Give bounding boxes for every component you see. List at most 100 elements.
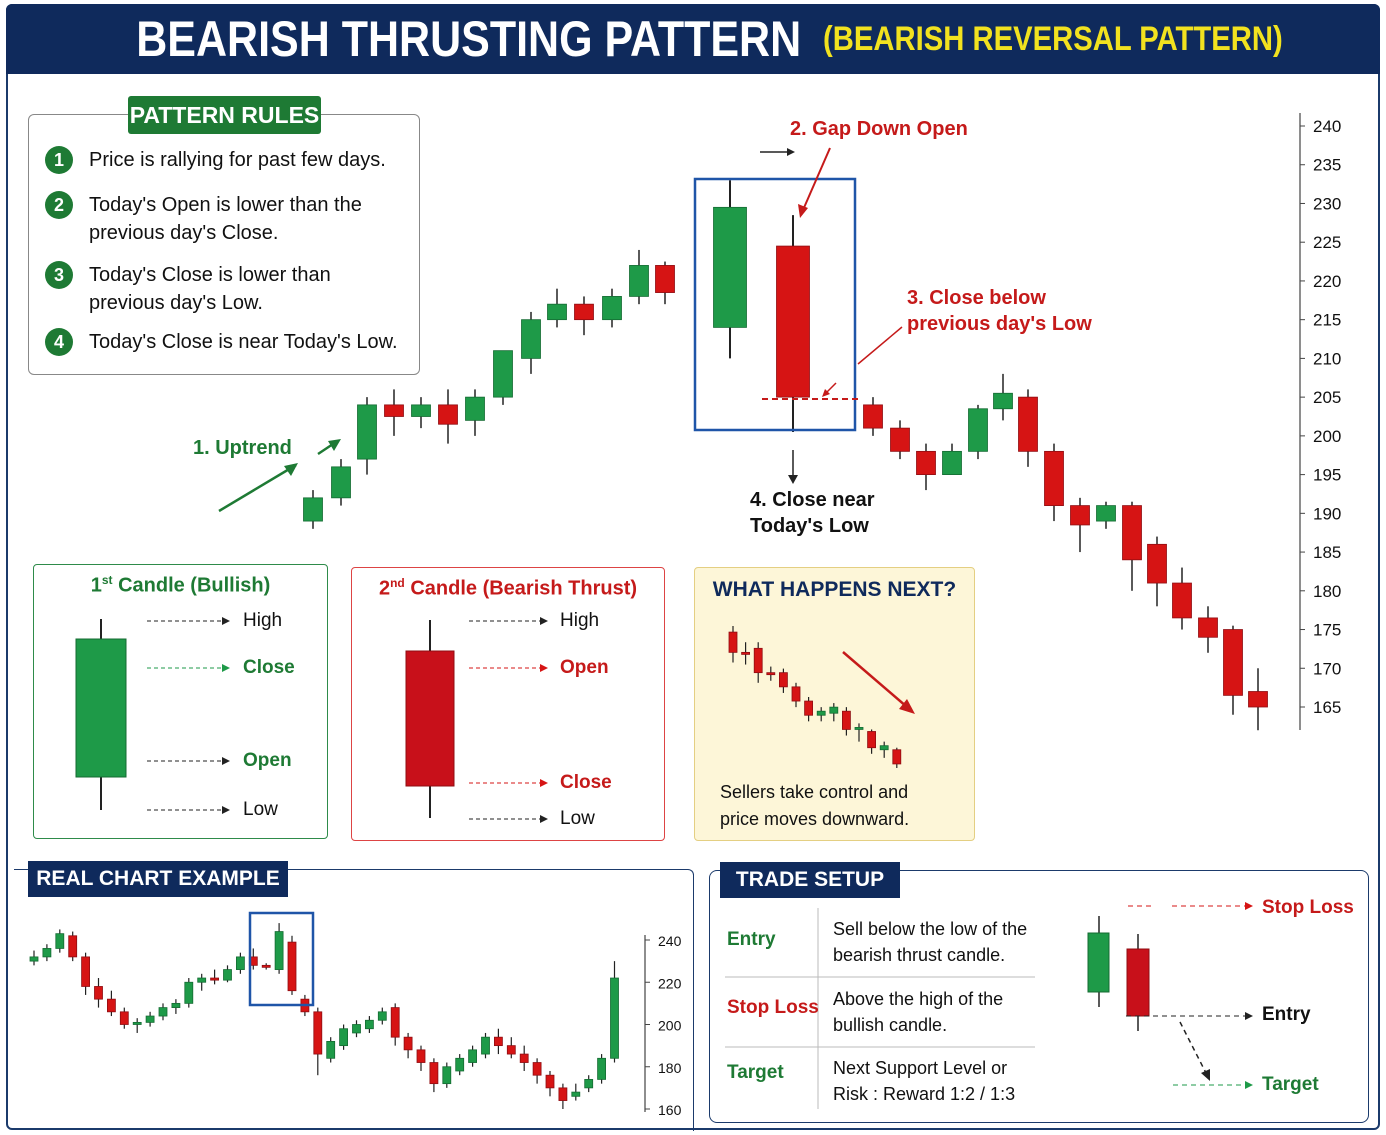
bullish-candle-body: [602, 296, 622, 321]
candle: [357, 397, 377, 475]
candle: [158, 1003, 168, 1021]
candle: [545, 1070, 555, 1097]
bullish-candle-body: [339, 1028, 349, 1047]
bearish-candle-body: [532, 1062, 542, 1076]
bearish-candle-body: [655, 265, 675, 293]
candle: [879, 741, 889, 758]
setup-bull-candle: [1087, 932, 1110, 993]
bearish-candle-body: [210, 977, 220, 981]
y-axis-tick-label: 205: [1313, 388, 1341, 407]
close-label: Close: [560, 772, 612, 793]
bearish-candle-body: [384, 404, 404, 417]
bearish-candle-body: [841, 710, 851, 730]
bullish-candle-body: [829, 706, 839, 714]
candle: [655, 261, 675, 305]
candle: [1248, 668, 1268, 731]
candle: [261, 963, 271, 970]
downtrend-arrowhead: [899, 699, 915, 714]
rule-text: Today's Close is near Today's Low.: [89, 331, 398, 353]
bullish-candle-body: [274, 931, 284, 970]
bullish-candle-body: [629, 265, 649, 297]
candle: [1018, 389, 1038, 467]
candle: [416, 1045, 426, 1071]
close-near-label-2: Today's Low: [750, 515, 869, 537]
bullish-candle-body: [584, 1079, 594, 1089]
uptrend-arrowhead: [284, 463, 298, 476]
candle: [235, 952, 245, 974]
candle: [597, 1054, 606, 1084]
bearish-candle-body: [68, 935, 78, 958]
rule-item: 3 Today's Close is lower than previous d…: [45, 261, 385, 317]
low-label: Low: [243, 799, 278, 820]
bullish-candle-body: [145, 1015, 155, 1023]
y-axis-tick-label: 220: [1313, 272, 1341, 291]
y-axis-tick-label: 180: [1313, 582, 1341, 601]
entry-row-label: Entry: [727, 929, 776, 950]
candle: [584, 1075, 594, 1093]
candle: [210, 969, 220, 985]
bearish-candle-body: [94, 986, 103, 1000]
close-below-label-2: previous day's Low: [907, 313, 1092, 335]
bearish-candle-body: [890, 427, 910, 452]
bearish-candle-body: [1018, 396, 1038, 452]
candle: [42, 944, 52, 962]
first-candle-title: 1st Candle (Bullish): [90, 573, 271, 597]
rule-item: 4 Today's Close is near Today's Low.: [45, 328, 398, 356]
candle: [274, 923, 284, 974]
candle: [993, 373, 1013, 421]
bearish-candle-body: [390, 1007, 400, 1038]
bullish-candle-body: [326, 1041, 336, 1059]
entry-row-text-2: bearish thrust candle.: [833, 945, 1006, 965]
close-label: Close: [243, 657, 295, 678]
bearish-candle-body: [574, 303, 594, 321]
target-row-text-1: Next Support Level or: [833, 1058, 1008, 1078]
y-axis-tick-label: 180: [658, 1060, 682, 1076]
bearish-candle-body: [416, 1049, 426, 1063]
candle: [171, 999, 181, 1014]
real-chart-panel: [14, 869, 694, 1131]
rule-number: 3: [45, 261, 73, 289]
bearish-candle-body: [741, 651, 750, 655]
y-axis-tick-label: 235: [1313, 156, 1341, 175]
open-label: Open: [560, 657, 609, 678]
bullish-candle-body: [197, 977, 207, 983]
close-near-low-arrowhead: [788, 475, 798, 484]
bullish-candle-body: [571, 1091, 581, 1097]
second-candle-panel: 2nd Candle (Bearish Thrust) High Open Cl…: [351, 567, 665, 841]
bullish-candle-body: [521, 319, 541, 359]
target-diagram-label: Target: [1262, 1074, 1319, 1095]
bullish-candle-body: [171, 1002, 181, 1008]
gap-down-pointer: [802, 147, 831, 211]
bearish-candle-body: [287, 941, 297, 992]
bearish-candle-body: [1248, 691, 1268, 708]
bearish-candle-body: [753, 647, 763, 674]
candle: [438, 389, 458, 444]
bearish-candle-body: [429, 1062, 439, 1085]
candle: [521, 311, 541, 374]
y-axis-tick-label: 160: [658, 1102, 682, 1118]
y-axis-tick-label: 240: [1313, 117, 1341, 136]
candle: [804, 697, 813, 722]
bullish-candle-body: [303, 497, 323, 522]
candle: [890, 420, 910, 460]
bullish-candle-body: [481, 1036, 490, 1055]
next-text-line-1: Sellers take control and: [720, 782, 909, 802]
first-candle-body: [75, 638, 127, 778]
bullish-candle-body: [29, 956, 39, 962]
bearish-candle-body: [1223, 629, 1243, 696]
bullish-candle-body: [993, 392, 1013, 410]
bearish-candle-body: [1172, 582, 1192, 619]
candle: [403, 1032, 413, 1059]
uptrend-arrow: [218, 463, 297, 513]
bearish-candle-body: [728, 631, 738, 653]
candle: [119, 1007, 129, 1029]
bullish-candle-body: [1096, 505, 1116, 522]
bearish-candle-body: [791, 686, 801, 702]
bearish-candle-body: [403, 1036, 413, 1051]
gap-down-label: 2. Gap Down Open: [790, 118, 968, 140]
what-happens-next-title: WHAT HAPPENS NEXT?: [712, 578, 957, 601]
candle: [352, 1020, 361, 1038]
y-axis-tick-label: 230: [1313, 194, 1341, 213]
candle: [390, 1003, 400, 1046]
